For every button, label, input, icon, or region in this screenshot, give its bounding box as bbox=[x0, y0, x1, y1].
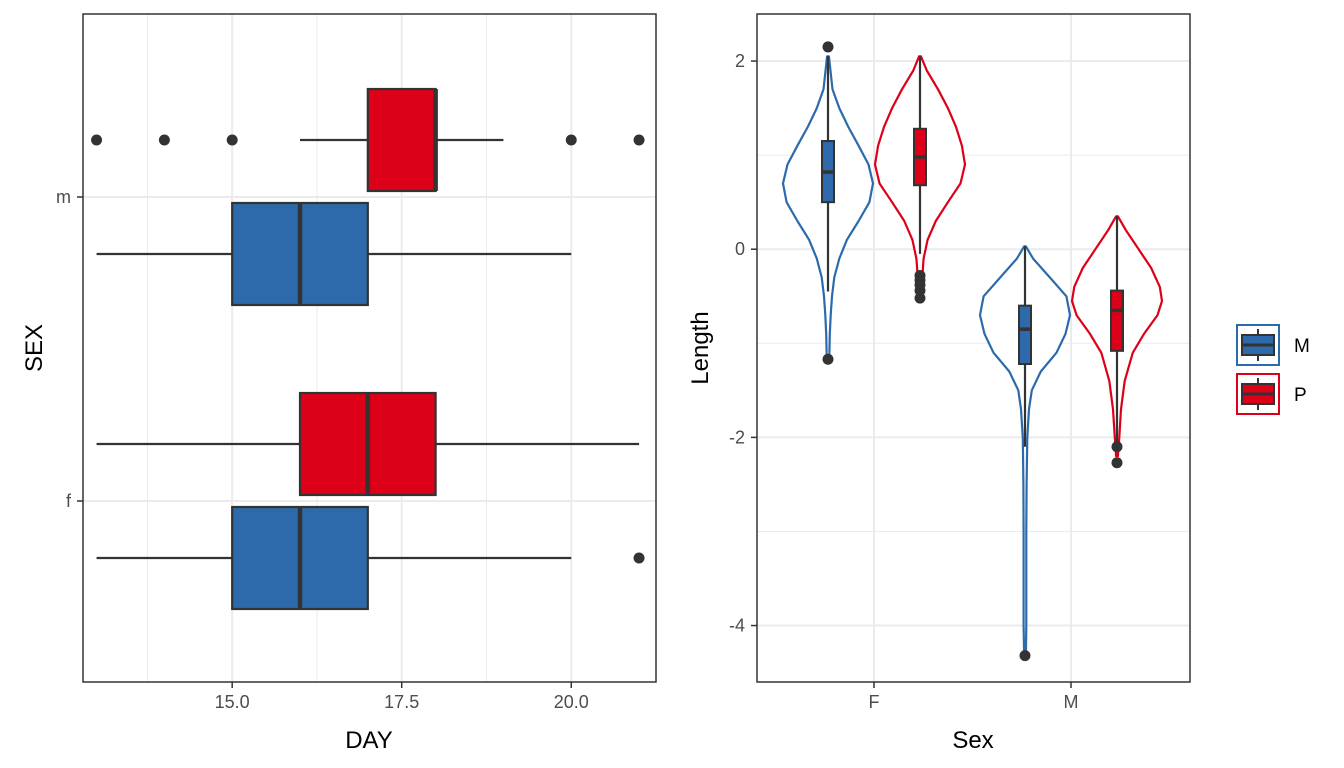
box-M-f bbox=[96, 505, 645, 611]
y-tick-label: f bbox=[66, 491, 72, 511]
outlier-point bbox=[914, 285, 926, 297]
outlier-point bbox=[914, 292, 926, 304]
box-body bbox=[1018, 304, 1032, 365]
outlier-point bbox=[633, 134, 645, 146]
legend: MP bbox=[1236, 324, 1310, 415]
outlier-point bbox=[158, 134, 170, 146]
box-body bbox=[1110, 289, 1124, 352]
box-P-f bbox=[96, 391, 640, 497]
right-violin-plot-panel: -4 -2 0 2 F M bbox=[729, 13, 1191, 712]
y-tick-label: 0 bbox=[735, 239, 745, 259]
outlier-point bbox=[91, 134, 103, 146]
legend-label: P bbox=[1294, 385, 1307, 406]
outlier-point bbox=[1019, 650, 1031, 662]
outlier-point bbox=[633, 552, 645, 564]
violin-P-F bbox=[873, 55, 967, 304]
x-tick-label: 20.0 bbox=[554, 692, 589, 712]
box-M-m bbox=[96, 201, 572, 307]
legend-label: M bbox=[1294, 336, 1310, 357]
left-panel-border bbox=[82, 13, 657, 683]
box-body bbox=[366, 87, 437, 193]
outlier-point bbox=[822, 41, 834, 53]
y-tick-label: m bbox=[56, 187, 71, 207]
y-tick-label: -4 bbox=[729, 616, 745, 636]
violin-M-F bbox=[781, 41, 875, 365]
x-tick-label: M bbox=[1064, 692, 1079, 712]
legend-item-M: M bbox=[1236, 324, 1310, 366]
x-tick-label: 17.5 bbox=[384, 692, 419, 712]
outlier-point bbox=[1111, 457, 1123, 469]
y-tick-label: 2 bbox=[735, 51, 745, 71]
left-x-axis-title: DAY bbox=[345, 727, 393, 754]
legend-item-P: P bbox=[1236, 373, 1307, 415]
left-box-plot-panel: 15.0 17.5 20.0 f m bbox=[56, 13, 657, 712]
outlier-point bbox=[822, 353, 834, 365]
y-tick-label: -2 bbox=[729, 427, 745, 447]
x-tick-label: F bbox=[869, 692, 880, 712]
right-y-axis-title: Length bbox=[687, 311, 714, 384]
right-x-axis-title: Sex bbox=[952, 727, 993, 754]
right-panel-border bbox=[756, 13, 1191, 683]
violin-M-M bbox=[978, 245, 1072, 662]
box-P-m bbox=[91, 87, 645, 193]
outlier-point bbox=[1111, 441, 1123, 453]
outlier-point bbox=[226, 134, 238, 146]
left-y-axis-title: SEX bbox=[21, 324, 48, 372]
violin-P-M bbox=[1070, 215, 1164, 469]
outlier-point bbox=[565, 134, 577, 146]
x-tick-label: 15.0 bbox=[215, 692, 250, 712]
